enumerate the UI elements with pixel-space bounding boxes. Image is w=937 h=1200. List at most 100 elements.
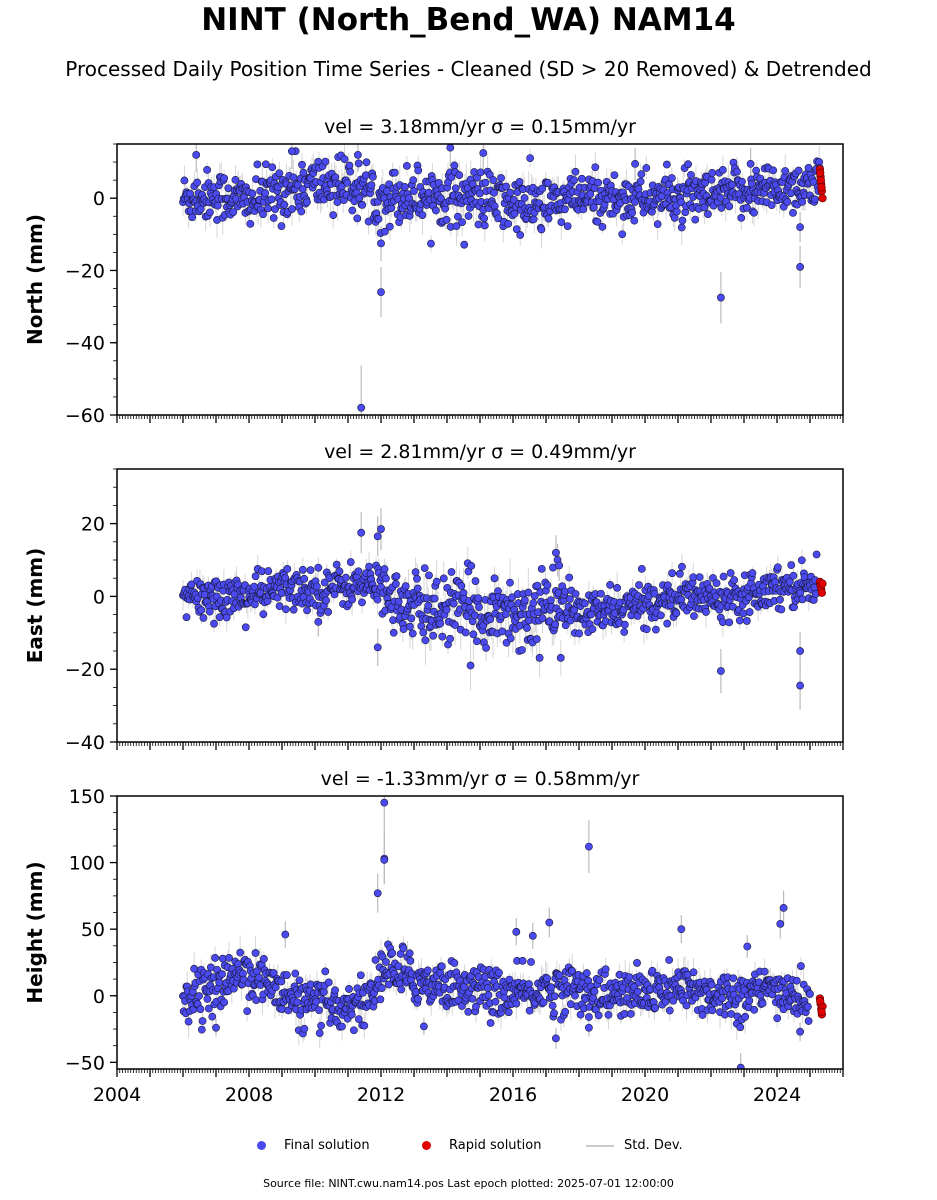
final-solution-point	[373, 643, 382, 652]
final-solution-point	[798, 197, 807, 206]
final-solution-point	[353, 214, 362, 223]
final-solution-point	[718, 166, 727, 174]
final-solution-point	[552, 548, 560, 557]
final-solution-point	[672, 609, 681, 618]
final-solution-point	[796, 223, 804, 232]
final-solution-point	[516, 231, 525, 239]
y-tick-label: −40	[65, 732, 105, 754]
final-solution-point	[745, 608, 754, 616]
rapid-solution-points	[815, 577, 827, 597]
final-solution-point	[471, 577, 480, 585]
final-solution-point	[476, 168, 485, 177]
final-solution-point	[556, 653, 565, 662]
final-solution-point	[537, 564, 546, 573]
final-solution-point	[480, 214, 488, 223]
final-solution-point	[401, 582, 410, 591]
final-solution-point	[667, 174, 676, 182]
final-solution-point	[794, 166, 803, 175]
final-solution-point	[437, 962, 446, 971]
final-solution-point	[525, 1006, 534, 1015]
final-solution-point	[306, 566, 315, 575]
y-tick-label: 20	[81, 514, 105, 536]
final-solution-point	[427, 239, 435, 248]
final-solution-point	[405, 194, 413, 202]
final-solution-point	[518, 646, 526, 654]
final-solution-point	[385, 222, 394, 231]
final-solution-point	[195, 992, 203, 1000]
final-solution-point	[263, 597, 272, 606]
final-solution-point	[512, 927, 521, 936]
final-solution-point	[447, 568, 456, 576]
final-solution-point	[373, 532, 382, 541]
final-solution-point	[586, 190, 595, 198]
final-solution-point	[767, 201, 776, 210]
final-solution-point	[281, 573, 290, 582]
final-solution-point	[380, 856, 389, 864]
final-solution-point	[388, 949, 397, 957]
final-solution-point	[377, 239, 385, 248]
final-solution-point	[357, 528, 366, 537]
final-solution-point	[468, 994, 477, 1003]
final-solution-point	[374, 215, 383, 223]
final-solution-point	[524, 588, 533, 597]
final-solution-point	[633, 987, 642, 996]
final-solution-point	[203, 166, 211, 174]
final-solution-point	[358, 200, 367, 209]
final-solution-point	[523, 624, 531, 632]
final-solution-point	[453, 212, 462, 221]
final-solution-point	[708, 168, 717, 177]
figure-title: NINT (North_Bend_WA) NAM14	[201, 2, 736, 38]
final-solution-point	[457, 582, 466, 590]
final-solution-point	[582, 969, 591, 977]
panel-title: vel = 3.18mm/yr σ = 0.15mm/yr	[324, 116, 636, 138]
final-solution-point	[736, 1023, 745, 1032]
final-solution-point	[346, 167, 355, 176]
final-solution-point	[504, 219, 513, 228]
final-solution-point	[512, 999, 521, 1008]
final-solution-point	[787, 561, 796, 569]
final-solution-point	[382, 574, 390, 583]
data-layer	[179, 796, 827, 1069]
final-solution-point	[346, 558, 355, 566]
final-solution-point	[460, 240, 469, 249]
y-tick-label: 0	[93, 188, 105, 210]
final-solution-point	[417, 622, 426, 630]
final-solution-point	[348, 206, 357, 215]
final-solution-point	[414, 166, 423, 175]
final-solution-point	[533, 581, 542, 590]
final-solution-point	[332, 560, 341, 569]
final-solution-point	[283, 565, 292, 573]
final-solution-point	[442, 605, 451, 614]
final-solution-point	[746, 159, 755, 168]
final-solution-point	[687, 170, 695, 179]
y-tick-label: 50	[81, 919, 105, 941]
final-solution-point	[322, 596, 330, 605]
final-solution-point	[789, 571, 798, 580]
final-solution-point	[467, 561, 476, 570]
final-solution-point	[345, 985, 353, 993]
final-solution-point	[502, 182, 510, 191]
final-solution-point	[472, 1002, 480, 1011]
final-solution-point	[550, 992, 559, 1001]
final-solution-point	[419, 1022, 428, 1031]
final-solution-point	[277, 977, 286, 986]
final-solution-point	[585, 1013, 593, 1021]
y-tick-label: 100	[69, 853, 105, 875]
final-solution-point	[438, 632, 447, 641]
final-solution-point	[518, 956, 527, 965]
final-solution-point	[796, 262, 804, 271]
final-solution-point	[184, 1017, 193, 1026]
final-solution-point	[736, 1063, 745, 1069]
final-solution-point	[446, 144, 455, 152]
rapid-solution-point	[816, 168, 825, 178]
final-solution-point	[486, 1019, 495, 1027]
final-solution-point	[675, 569, 684, 578]
final-solution-point	[320, 578, 329, 587]
final-solution-point	[474, 594, 483, 603]
final-solution-point	[777, 605, 786, 614]
data-layer	[179, 508, 827, 710]
final-solution-point	[585, 1023, 593, 1032]
final-solution-point	[483, 984, 492, 992]
final-solution-point	[551, 620, 560, 629]
final-solution-point	[373, 889, 382, 898]
